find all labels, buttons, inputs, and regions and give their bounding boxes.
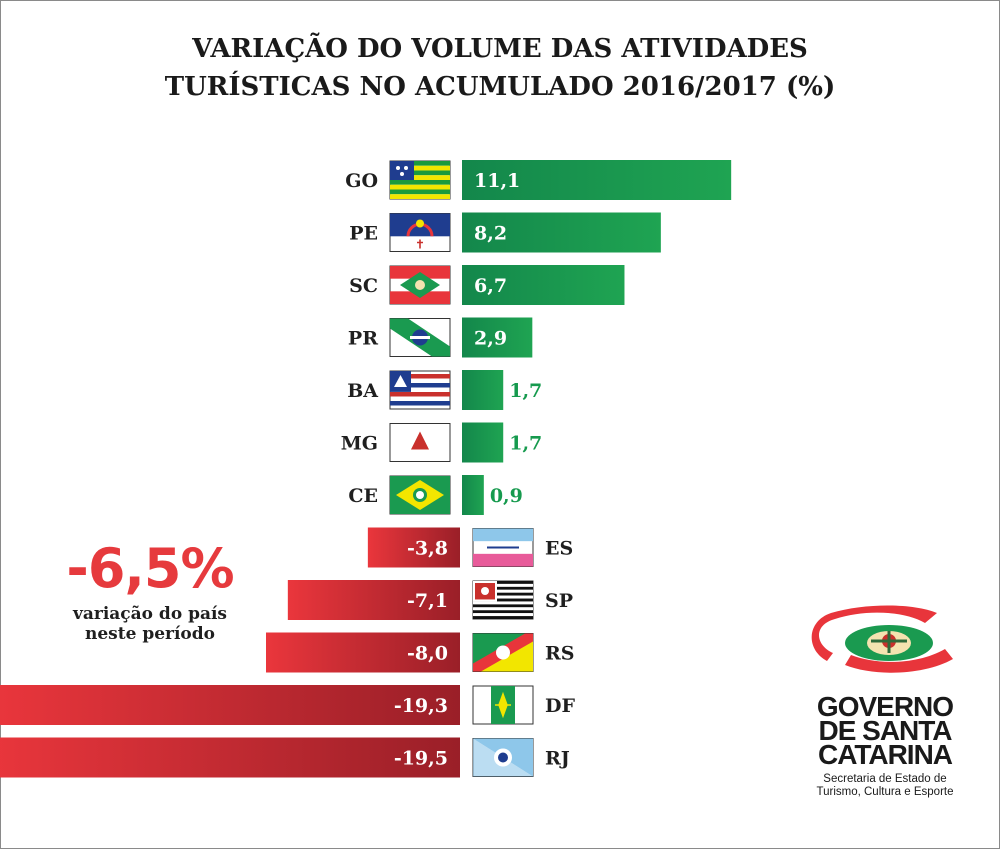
state-label-pe: PE <box>349 223 378 245</box>
state-label-ce: CE <box>348 485 378 507</box>
logo-sub-line-1: Secretaria de Estado de <box>823 773 947 785</box>
pernambuco-flag-icon <box>389 213 451 252</box>
parana-flag-icon <box>389 318 451 357</box>
logo-line-1: GOVERNO <box>816 691 954 722</box>
value-label-pe: 8,2 <box>474 223 507 245</box>
value-label-go: 11,1 <box>474 170 520 192</box>
value-label-mg: 1,7 <box>509 433 542 455</box>
value-label-pr: 2,9 <box>474 328 507 350</box>
minas-gerais-flag-icon <box>389 423 451 462</box>
sao-paulo-flag-icon <box>472 580 534 620</box>
rio-grande-do-sul-flag-icon <box>472 633 534 672</box>
bar-pe <box>462 212 661 253</box>
bahia-flag-icon <box>389 370 451 410</box>
logo-line-3: CATARINA <box>817 739 953 770</box>
bar-go <box>462 160 732 200</box>
bar-ba <box>462 370 504 410</box>
bar-es <box>367 527 460 568</box>
chart-title: VARIAÇÃO DO VOLUME DAS ATIVIDADES TURÍST… <box>0 30 1000 106</box>
rio-de-janeiro-flag-icon <box>472 738 534 777</box>
bar-sp <box>287 580 460 620</box>
logo-sub-line-2: Turismo, Cultura e Esporte <box>816 786 954 798</box>
value-label-rs: -8,0 <box>407 643 448 665</box>
value-label-df: -19,3 <box>394 695 448 717</box>
logo-line-2: DE SANTA <box>818 715 952 746</box>
value-label-rj: -19,5 <box>394 748 448 770</box>
state-label-es: ES <box>545 538 573 560</box>
value-label-ce: 0,9 <box>490 485 523 507</box>
ceara-flag-icon <box>389 475 451 515</box>
bar-rs <box>266 632 460 673</box>
value-label-sp: -7,1 <box>407 590 448 612</box>
espirito-santo-flag-icon <box>472 528 534 567</box>
bar-df <box>0 685 460 725</box>
country-variation-value: -6,5% <box>66 537 234 600</box>
value-label-sc: 6,7 <box>474 275 507 297</box>
santa-catarina-coat-of-arms-icon <box>811 605 953 673</box>
state-label-df: DF <box>545 695 575 717</box>
bar-pr <box>462 317 533 358</box>
state-label-rj: RJ <box>545 748 570 770</box>
state-label-ba: BA <box>347 380 378 402</box>
bar-sc <box>462 265 625 305</box>
state-label-pr: PR <box>348 328 378 350</box>
state-label-mg: MG <box>341 433 378 455</box>
governo-santa-catarina-logo: GOVERNO DE SANTA CATARINA Secretaria de … <box>805 605 965 805</box>
value-label-es: -3,8 <box>407 538 448 560</box>
state-label-go: GO <box>345 170 378 192</box>
bar-ce <box>462 475 484 515</box>
goias-flag-icon <box>389 160 451 200</box>
country-note-line-1: variação do país <box>72 604 228 624</box>
distrito-federal-flag-icon <box>472 685 534 725</box>
state-label-sc: SC <box>349 275 378 297</box>
santa-catarina-flag-icon <box>389 265 451 305</box>
state-label-rs: RS <box>545 643 575 665</box>
value-label-ba: 1,7 <box>509 380 542 402</box>
country-variation-note: variação do país neste período <box>40 604 260 644</box>
country-note-line-2: neste período <box>84 624 215 644</box>
bar-rj <box>0 737 460 778</box>
state-label-sp: SP <box>545 590 573 612</box>
chart-title-line-2: TURÍSTICAS NO ACUMULADO 2016/2017 (%) <box>164 72 836 102</box>
chart-title-line-1: VARIAÇÃO DO VOLUME DAS ATIVIDADES <box>192 34 808 64</box>
bar-mg <box>462 422 504 463</box>
